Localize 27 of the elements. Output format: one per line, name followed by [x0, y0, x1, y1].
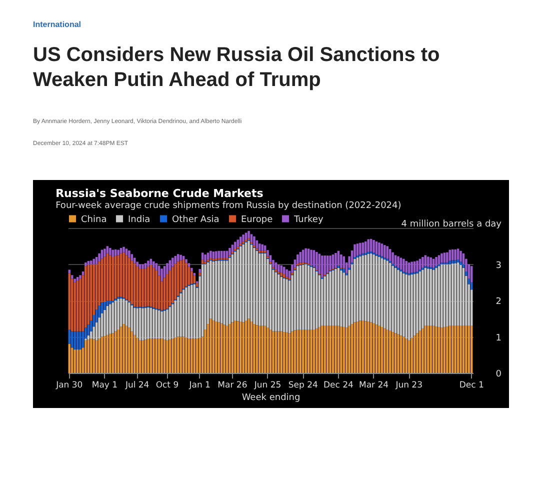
x-tick-label: May 1: [92, 380, 118, 390]
y-tick-label: 3: [496, 260, 502, 271]
x-tick-label: Jan 1: [188, 380, 210, 390]
legend-label: Europe: [241, 214, 274, 225]
x-tick-label: Jun 25: [253, 380, 282, 390]
x-tick-label: Dec 24: [323, 380, 354, 390]
x-tick-label: Sep 24: [288, 380, 318, 390]
chart-subtitle: Four-week average crude shipments from Russia by destination (2022-2024): [56, 201, 402, 211]
text: International: [33, 20, 82, 29]
x-tick-label: Dec 1: [459, 380, 484, 390]
legend-label: China: [81, 214, 107, 225]
legend-label: Other Asia: [172, 214, 220, 225]
x-tick-label: Jun 23: [394, 380, 423, 390]
y-tick-label: 4 million barrels a day: [401, 220, 502, 230]
legend-label: India: [128, 214, 150, 225]
legend-label: Turkey: [293, 214, 324, 225]
y-tick-label: 0: [496, 370, 502, 380]
x-tick-label: Jul 24: [124, 380, 150, 390]
x-tick-label: Oct 9: [156, 380, 179, 390]
chart-title: Russia's Seaborne Crude Markets: [56, 187, 264, 200]
x-tick-label: Mar 26: [218, 380, 248, 390]
x-tick-label: Jan 30: [55, 380, 83, 390]
y-tick-label: 2: [496, 297, 502, 307]
y-tick-label: 1: [496, 333, 502, 344]
x-tick-label: Mar 24: [358, 380, 389, 390]
x-axis-title: Week ending: [242, 393, 300, 403]
text: US Considers New Russia Oil Sanctions to Weaken Putin Ahead of Trump: [33, 43, 441, 93]
